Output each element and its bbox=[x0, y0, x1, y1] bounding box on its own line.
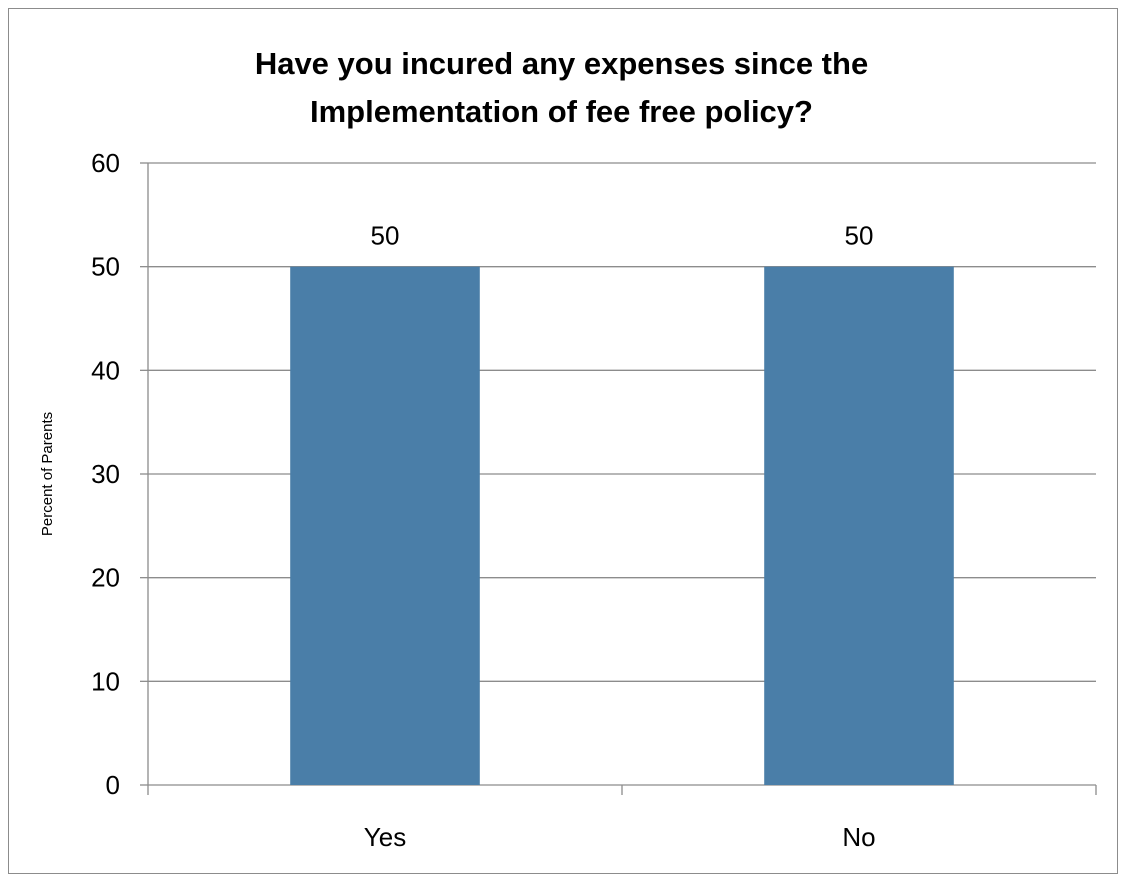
x-tick-label: No bbox=[842, 822, 875, 852]
bar-no bbox=[764, 266, 954, 786]
y-tick-label: 10 bbox=[91, 666, 120, 696]
y-tick-label: 30 bbox=[91, 459, 120, 489]
y-tick-label: 0 bbox=[106, 770, 120, 800]
data-label: 50 bbox=[371, 221, 400, 251]
y-axis-title: Percent of Parents bbox=[39, 412, 56, 536]
bar-yes bbox=[290, 266, 480, 786]
data-label: 50 bbox=[845, 221, 874, 251]
y-tick-label: 60 bbox=[91, 148, 120, 178]
y-tick-label: 40 bbox=[91, 355, 120, 385]
chart-title: Have you incured any expenses since the … bbox=[254, 46, 869, 129]
y-tick-label: 20 bbox=[91, 563, 120, 593]
x-tick-label: Yes bbox=[364, 822, 406, 852]
y-tick-label: 50 bbox=[91, 252, 120, 282]
